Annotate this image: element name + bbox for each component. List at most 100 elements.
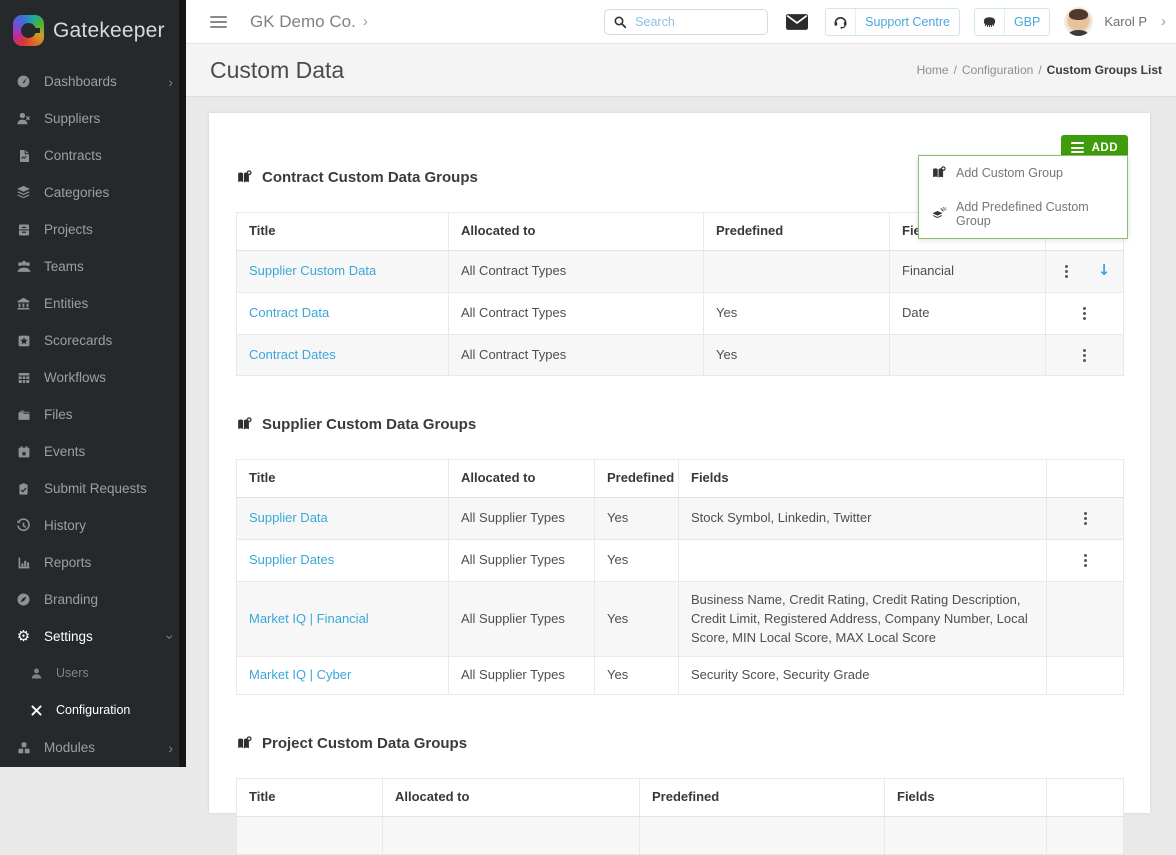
menu-item-add-predefined-custom-group[interactable]: AI Add Predefined Custom Group [919,190,1127,238]
table-row: Contract Data All Contract Types Yes Dat… [236,291,1124,335]
project-groups-table: Title Allocated to Predefined Fields [236,778,1124,855]
sidebar-item-label: History [44,518,87,533]
breadcrumb-home[interactable]: Home [916,63,949,77]
sidebar-item-label: Submit Requests [44,481,147,496]
mail-icon[interactable] [786,13,809,30]
chevron-down-icon: › [162,634,179,639]
sidebar-item-workflows[interactable]: Workflows [0,359,186,396]
sidebar-item-reports[interactable]: Reports [0,544,186,581]
search-icon [613,15,627,29]
menu-item-label: Add Custom Group [956,166,1063,180]
page-title: Custom Data [210,56,345,83]
book-plus-icon [931,166,947,180]
row-menu-button[interactable] [1059,260,1074,283]
brand-logo[interactable]: Gatekeeper [0,0,186,61]
sidebar-item-configuration[interactable]: Configuration [0,692,186,729]
sidebar-item-events[interactable]: Events [0,433,186,470]
cell-allocated: All Supplier Types [448,580,595,658]
sidebar-item-users[interactable]: Users [0,655,186,692]
book-plus-icon [236,736,253,751]
group-link[interactable]: Supplier Data [249,510,328,526]
move-down-icon[interactable]: ↓ [1097,261,1111,280]
cell-fields: Financial [889,249,1046,293]
sidebar-item-branding[interactable]: Branding [0,581,186,618]
group-link[interactable]: Supplier Dates [249,552,335,568]
sidebar-item-files[interactable]: Files [0,396,186,433]
column-header: Predefined [703,212,890,251]
menu-item-add-custom-group[interactable]: Add Custom Group [919,156,1127,190]
column-header: Title [236,212,449,251]
headset-icon [826,8,857,35]
sidebar-item-label: Categories [44,185,110,200]
sidebar-item-label: Entities [44,296,89,311]
row-menu-button[interactable] [1077,344,1092,367]
column-header: Fields [678,459,1047,499]
section-title-text: Supplier Custom Data Groups [262,416,477,434]
breadcrumb-configuration[interactable]: Configuration [961,63,1034,77]
sidebar-item-submit-requests[interactable]: Submit Requests [0,470,186,507]
table-row: Contract Dates All Contract Types Yes [236,333,1124,377]
sidebar-item-label: Files [44,407,73,422]
group-link[interactable]: Market IQ | Financial [249,610,369,626]
cell-fields: Security Score, Security Grade [678,656,1047,696]
row-menu-button[interactable] [1078,507,1093,530]
column-header: Title [236,778,383,818]
breadcrumb-current: Custom Groups List [1046,63,1162,77]
sidebar-item-suppliers[interactable]: Suppliers [0,100,186,137]
layers-ai-icon: AI [931,207,947,221]
sidebar-item-categories[interactable]: Categories [0,174,186,211]
cell-predefined: Yes [594,656,679,696]
group-link[interactable]: Contract Data [249,304,330,320]
menu-toggle-button[interactable] [210,15,227,28]
clipboard-check-icon [15,481,32,497]
chevron-right-icon[interactable]: › [1161,13,1166,30]
sidebar-item-dashboards[interactable]: Dashboards › [0,63,186,100]
table-row: Supplier Custom Data All Contract Types … [236,249,1124,293]
breadcrumb: Home / Configuration / Custom Groups List [916,63,1162,77]
avatar[interactable] [1064,7,1094,36]
folder-icon [15,407,32,423]
cell-allocated: All Contract Types [448,333,704,377]
group-link[interactable]: Market IQ | Cyber [249,667,352,683]
sidebar-item-label: Settings [44,629,93,644]
cell-fields: Stock Symbol, Linkedin, Twitter [678,497,1047,541]
cell-fields: Date [889,291,1046,335]
row-menu-button[interactable] [1078,549,1093,572]
sidebar-item-contracts[interactable]: Contracts [0,137,186,174]
column-header-actions [1046,459,1124,499]
sidebar-item-entities[interactable]: Entities [0,285,186,322]
cell-fields: Business Name, Credit Rating, Credit Rat… [678,580,1047,658]
company-name[interactable]: GK Demo Co. [250,11,356,31]
topbar: GK Demo Co. › Support Centre GBP Karol P… [186,0,1176,44]
star-card-icon [15,333,32,349]
table-row: Supplier Data All Supplier Types Yes Sto… [236,497,1124,541]
book-plus-icon [236,170,253,185]
row-menu-button[interactable] [1077,302,1092,325]
section-title-contract: Contract Custom Data Groups [236,169,1123,186]
cell-predefined: Yes [594,539,679,582]
support-centre-button[interactable]: Support Centre [825,7,960,36]
sidebar-item-label: Configuration [56,703,131,717]
currency-button[interactable]: GBP [973,7,1051,36]
cell-fields [889,333,1046,377]
search-input[interactable] [633,13,760,30]
sidebar-item-modules[interactable]: Modules › [0,729,186,766]
table-row [236,816,1124,855]
user-name[interactable]: Karol P [1104,14,1147,29]
table-header-row: Title Allocated to Predefined Fields [236,778,1124,818]
chevron-right-icon[interactable]: › [362,13,368,30]
group-link[interactable]: Supplier Custom Data [249,262,377,278]
sidebar-item-teams[interactable]: Teams [0,248,186,285]
sidebar-item-scorecards[interactable]: Scorecards [0,322,186,359]
section-title-project: Project Custom Data Groups [236,735,1123,752]
sidebar-item-projects[interactable]: Projects [0,211,186,248]
section-title-text: Project Custom Data Groups [262,735,468,753]
cell-predefined: Yes [703,291,890,335]
sidebar-item-settings[interactable]: ⚙ Settings › [0,618,186,655]
sidebar-item-label: Teams [44,259,84,274]
column-header: Title [236,459,449,499]
table-row: Market IQ | Financial All Supplier Types… [236,580,1124,658]
sidebar-item-history[interactable]: History [0,507,186,544]
svg-text:AI: AI [942,207,947,213]
group-link[interactable]: Contract Dates [249,346,336,362]
